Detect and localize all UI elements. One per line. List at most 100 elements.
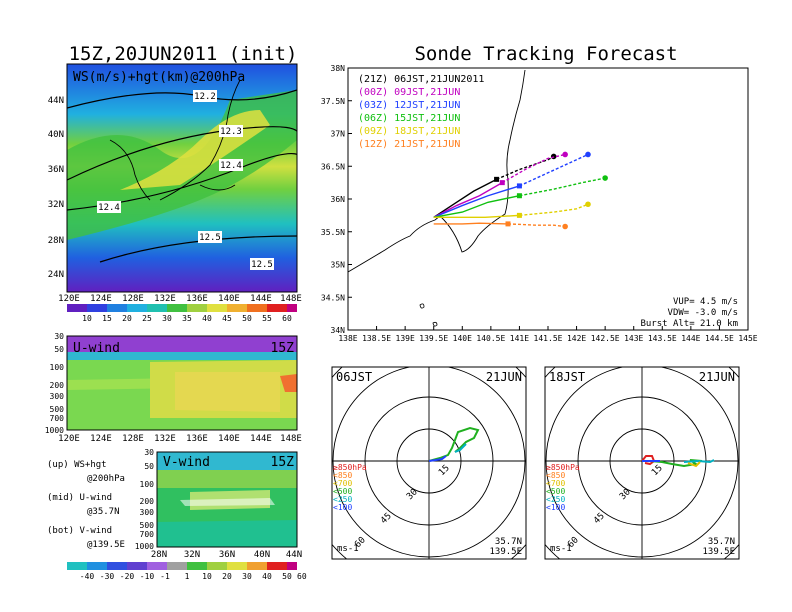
ws-lon-tick: 128E [122,294,144,304]
track-lat-tick: 38N [331,64,346,73]
track-landing-point [585,151,591,158]
u-frame [66,335,298,431]
u-p-tick: 100 [50,363,65,372]
hodo-date: 21JUN [699,370,735,384]
track-lon-tick: 143E [624,334,643,343]
ws-colorbar-tick: 35 [182,314,192,323]
u-p-tick: 300 [50,392,65,401]
track-lines [433,151,608,230]
track-map-ticks: 138E 138.5E 139E 139.5E 140E 140.5E 141E 141.5E… [321,64,758,343]
track-descent-line [519,203,589,217]
hodo-legend-item: <700 [333,479,352,488]
u-lon-tick: 136E [186,434,208,444]
ws-colorbar-tick: 20 [122,314,132,323]
hodo-legend-item: <500 [333,487,352,496]
hodo-lon: 139.5E [702,547,735,557]
hodo-trace [687,461,701,468]
ws-lat-tick: 28N [48,236,64,246]
note-line: (up) WS+hgt [47,460,107,470]
hodo-trace [641,455,656,466]
track-lon-tick: 141.5E [534,334,563,343]
ws-colorbar-tick: 40 [202,314,212,323]
track-lon-tick: 144E [681,334,700,343]
v-lat-tick: 40N [254,550,270,560]
hodo-legend-item: ≥850hPa [333,463,367,472]
hodo-legend-item: <100 [333,503,352,512]
param-vup: VUP= 4.5 m/s [673,297,738,307]
v-lat-tick: 44N [286,550,302,560]
wind-colorbar-tick: 20 [222,572,232,581]
v-p-tick: 50 [144,462,154,471]
track-ascent-line [433,182,503,218]
u-label: U-wind [73,341,120,356]
hodo-lat: 35.7N [495,537,522,547]
wind-colorbar-tick: -1 [160,572,170,581]
u-time: 15Z [271,341,295,356]
track-ascent-line [433,185,520,218]
hodo-legend: ≥850hPa <850 <700 <500 <250 <100 [546,463,580,512]
ws-lon-tick: 132E [154,294,176,304]
ws-colorbar-tick: 15 [102,314,112,323]
track-ascent-line [433,195,520,219]
track-lon-tick: 142.5E [591,334,620,343]
v-lat-tick: 32N [184,550,200,560]
hodo-time: 18JST [549,370,585,384]
v-p-tick: 30 [144,448,154,457]
v-p-tick: 500 [140,521,155,530]
ws-lat-tick: 44N [48,96,64,106]
track-lat-tick: 34.5N [321,293,345,302]
v-lat-tick: 28N [151,550,167,560]
track-burst-point [516,183,522,189]
hodo-trace [428,455,447,462]
hodo-legend-item: <250 [333,495,352,504]
left-title: 15Z,20JUN2011 (init) [69,43,298,65]
ws-lon-tick: 140E [218,294,240,304]
u-lon-tick: 148E [280,434,302,444]
track-descent-line [496,155,555,180]
u-lon-tick: 132E [154,434,176,444]
wind-colorbar-tick: 10 [202,572,212,581]
wind-colorbar-tick: 30 [242,572,252,581]
track-descent-line [519,153,589,187]
ws-colorbar-tick: 50 [242,314,252,323]
ws-contour-label: 12.5 [251,260,273,270]
v-p-tick: 700 [140,530,155,539]
track-lon-tick: 143.5E [648,334,677,343]
sonde-params: VUP= 4.5 m/s VDW= -3.0 m/s Burst Alt= 21… [640,297,738,329]
hodo-legend-item: <500 [546,487,565,496]
ws-colorbar-tick: 10 [82,314,92,323]
v-p-tick: 300 [140,508,155,517]
ws-lon-tick: 148E [280,294,302,304]
u-wind-panel: U-wind 15Z 30 50 100 200 300 500 700 100… [45,332,302,444]
track-map: (21Z) 06JST,21JUN2011 (00Z) 09JST,21JUN … [321,64,758,343]
track-burst-point [494,176,500,182]
track-map-island [419,303,425,309]
v-p-tick: 1000 [135,542,154,551]
wind-colorbar: -40 -30 -20 -10 -1 1 10 20 30 40 50 60 [67,562,307,581]
track-lon-tick: 139.5E [419,334,448,343]
u-lon-tick: 144E [250,434,272,444]
track-lat-tick: 35.5N [321,228,345,237]
track-lat-tick: 34N [331,326,346,335]
track-ascent-line [433,178,497,218]
note-line: (bot) V-wind [47,526,112,536]
param-burst: Burst Alt= 21.0 km [640,319,738,329]
u-p-tick: 30 [54,332,64,341]
ws-lat-tick: 40N [48,130,64,140]
ws-colorbar: 10 15 20 25 30 35 40 45 50 55 60 [67,304,297,323]
hodo-legend: ≥850hPa <850 <700 <500 <250 <100 [333,463,367,512]
ws-contour [99,235,297,263]
ws-colorbar-tick: 25 [142,314,152,323]
track-burst-point [516,193,522,199]
ws-colorbar-tick: 60 [282,314,292,323]
v-label: V-wind [163,455,210,470]
ws-lon-tick: 144E [250,294,272,304]
track-lat-tick: 37N [331,130,346,139]
wind-colorbar-tick: 40 [262,572,272,581]
hodo-trace [428,426,480,462]
ws-panel: WS(m/s)+hgt(km)@200hPa 12.2 12.3 12.4 12… [48,63,302,304]
track-map-island [432,321,438,327]
wind-colorbar-tick: -20 [120,572,135,581]
v-frame [156,451,298,548]
u-p-tick: 1000 [45,426,64,435]
